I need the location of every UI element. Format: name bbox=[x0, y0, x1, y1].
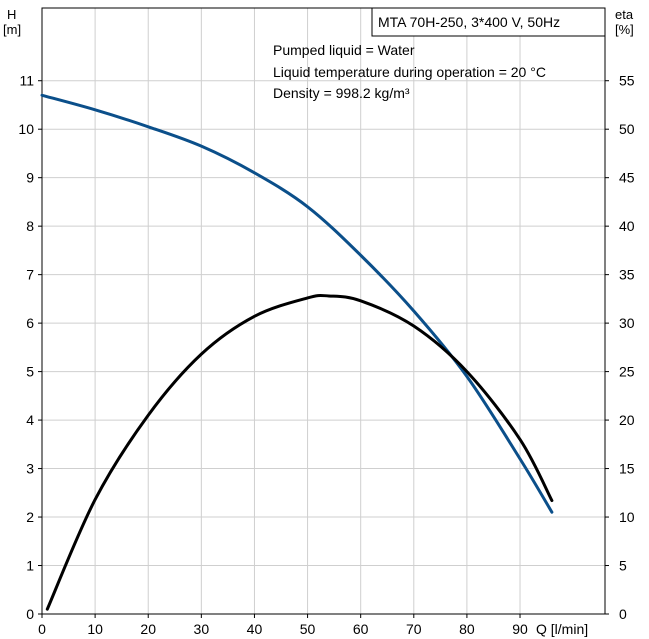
series-group bbox=[40, 93, 554, 611]
head-curve bbox=[40, 93, 554, 514]
right-tick-label: 15 bbox=[619, 461, 635, 477]
right-tick-label: 20 bbox=[619, 412, 635, 428]
left-axis-symbol: H bbox=[7, 7, 16, 22]
left-tick-label: 5 bbox=[26, 364, 34, 380]
x-axis-label: Q [l/min] bbox=[536, 621, 588, 637]
left-tick-label: 3 bbox=[26, 461, 34, 477]
left-tick-label: 11 bbox=[19, 73, 34, 89]
left-tick-label: 6 bbox=[26, 315, 34, 331]
right-tick-label: 40 bbox=[619, 218, 635, 234]
right-axis-ticks: 0 5 10 15 20 25 30 35 40 45 50 55 bbox=[605, 73, 635, 622]
left-axis-ticks: 0 1 2 3 4 5 6 7 8 9 10 11 bbox=[18, 73, 42, 622]
right-tick-label: 35 bbox=[619, 267, 635, 283]
chart-title: MTA 70H-250, 3*400 V, 50Hz bbox=[378, 14, 560, 30]
left-tick-label: 7 bbox=[26, 267, 34, 283]
info-line-density: Density = 998.2 kg/m³ bbox=[273, 85, 410, 101]
grid bbox=[42, 8, 605, 614]
x-tick-label: 90 bbox=[512, 621, 528, 637]
x-tick-label: 70 bbox=[406, 621, 422, 637]
left-tick-label: 10 bbox=[18, 121, 34, 137]
left-tick-label: 9 bbox=[26, 170, 34, 186]
right-tick-label: 45 bbox=[619, 170, 635, 186]
x-tick-label: 30 bbox=[194, 621, 210, 637]
chart-title-box: MTA 70H-250, 3*400 V, 50Hz bbox=[371, 7, 606, 37]
x-tick-label: 20 bbox=[140, 621, 156, 637]
left-axis-unit: [m] bbox=[3, 22, 21, 37]
right-tick-label: 0 bbox=[619, 606, 627, 622]
x-tick-label: 0 bbox=[38, 621, 46, 637]
right-tick-label: 25 bbox=[619, 364, 635, 380]
x-tick-label: 40 bbox=[247, 621, 263, 637]
x-axis-ticks: 0 10 20 30 40 50 60 70 80 90 bbox=[38, 614, 528, 637]
x-tick-label: 10 bbox=[87, 621, 103, 637]
right-axis-symbol: eta bbox=[615, 7, 634, 22]
info-line-pumped-liquid: Pumped liquid = Water bbox=[273, 42, 415, 58]
right-tick-label: 10 bbox=[619, 509, 635, 525]
left-tick-label: 1 bbox=[26, 558, 34, 574]
right-tick-label: 50 bbox=[619, 121, 635, 137]
right-tick-label: 30 bbox=[619, 315, 635, 331]
left-axis-label: H [m] bbox=[3, 7, 21, 37]
left-tick-label: 0 bbox=[26, 606, 34, 622]
efficiency-curve bbox=[45, 293, 554, 611]
plot-frame bbox=[41, 7, 606, 615]
right-tick-label: 55 bbox=[619, 73, 635, 89]
left-tick-label: 4 bbox=[26, 412, 34, 428]
x-tick-label: 50 bbox=[300, 621, 316, 637]
right-axis-label: eta [%] bbox=[615, 7, 634, 37]
info-line-temperature: Liquid temperature during operation = 20… bbox=[273, 64, 546, 80]
x-tick-label: 80 bbox=[459, 621, 475, 637]
left-tick-label: 2 bbox=[26, 509, 34, 525]
x-tick-label: 60 bbox=[353, 621, 369, 637]
right-tick-label: 5 bbox=[619, 558, 627, 574]
title-box-border bbox=[371, 7, 606, 37]
left-tick-label: 8 bbox=[26, 218, 34, 234]
info-lines: Pumped liquid = Water Liquid temperature… bbox=[273, 42, 546, 101]
right-axis-unit: [%] bbox=[615, 22, 634, 37]
